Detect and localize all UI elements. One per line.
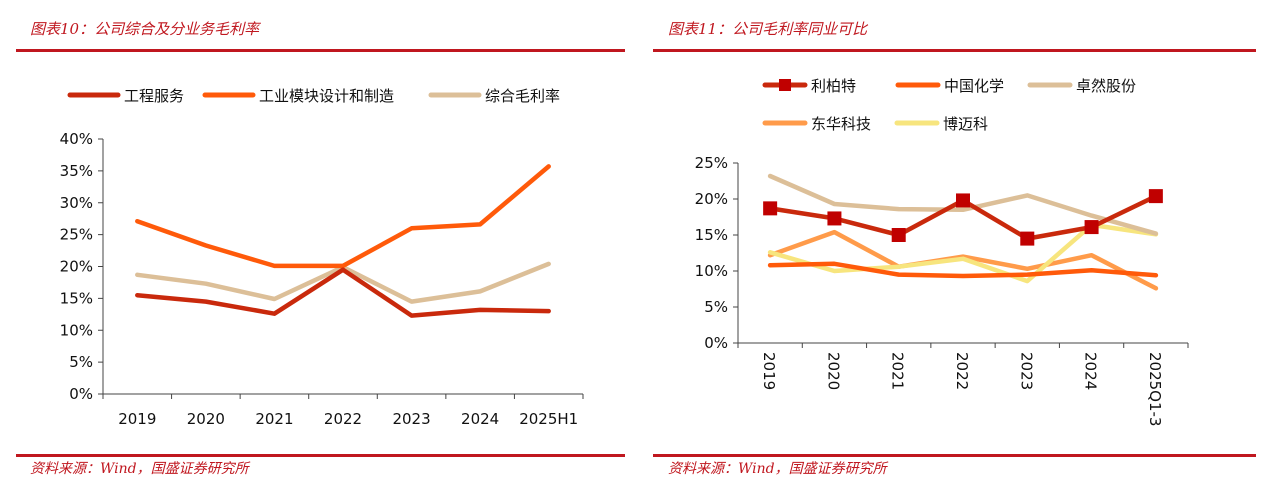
data-point-marker	[956, 193, 970, 208]
series-line-1	[767, 261, 1159, 279]
legend-label: 综合毛利率	[485, 87, 560, 105]
legend-label: 博迈科	[943, 115, 988, 133]
chart-10: 0% 5% 10% 15% 20% 25% 30% 35% 40% 2019 2020 2021 202…	[60, 87, 584, 428]
chart-11: 0% 5% 10% 15% 20% 25% 2019 2020 2021 2022 2023 2024…	[695, 77, 1189, 426]
x-tick-label: 2022	[953, 352, 971, 390]
chart-10-top-rule	[16, 49, 625, 52]
y-tick-label: 30%	[60, 194, 93, 212]
y-tick-label: 20%	[695, 190, 728, 208]
y-tick-label: 20%	[60, 258, 93, 276]
x-tick-label: 2024	[461, 410, 499, 428]
x-tick-label: 2023	[392, 410, 430, 428]
legend-marker	[779, 79, 791, 91]
chart-11-top-rule	[653, 49, 1256, 52]
x-tick-label: 2020	[824, 352, 842, 390]
series-line-0	[135, 267, 551, 318]
data-point-marker	[891, 228, 906, 242]
data-point-marker	[1084, 220, 1099, 235]
x-tick-label: 2025H1	[519, 410, 578, 428]
y-tick-label: 5%	[69, 353, 93, 371]
legend-label: 利柏特	[811, 77, 856, 95]
x-tick-label: 2021	[255, 410, 293, 428]
legend-label: 卓然股份	[1076, 77, 1136, 95]
y-tick-label: 40%	[60, 130, 93, 148]
chart-11-source: 资料来源：Wind，国盛证券研究所	[668, 461, 887, 477]
y-tick-label: 25%	[695, 154, 728, 172]
y-tick-label: 10%	[60, 321, 93, 339]
series-line-2	[767, 173, 1159, 236]
x-tick-label: 2021	[889, 352, 907, 390]
x-tick-label: 2020	[187, 410, 225, 428]
y-tick-label: 0%	[704, 334, 728, 352]
legend-label: 中国化学	[944, 77, 1004, 95]
data-point-marker	[1148, 189, 1163, 204]
data-point-marker	[763, 201, 778, 216]
data-point-marker	[827, 211, 842, 226]
x-tick-label: 2023	[1017, 352, 1035, 390]
y-tick-label: 35%	[60, 162, 93, 180]
x-tick-label: 2019	[118, 410, 156, 428]
x-tick-label: 2025Q1-3	[1146, 352, 1164, 426]
legend-label: 工程服务	[124, 87, 184, 105]
y-tick-label: 0%	[69, 385, 93, 403]
y-tick-label: 15%	[695, 226, 728, 244]
x-tick-label: 2019	[760, 352, 778, 390]
chart-11-bottom-rule	[653, 454, 1256, 457]
y-tick-label: 10%	[695, 262, 728, 280]
legend-label: 东华科技	[811, 115, 871, 133]
x-tick-label: 2024	[1082, 352, 1100, 390]
x-tick-label: 2022	[324, 410, 362, 428]
chart-10-title: 图表10：公司综合及分业务毛利率	[30, 20, 260, 38]
y-tick-label: 5%	[704, 298, 728, 316]
y-tick-label: 25%	[60, 226, 93, 244]
data-point-marker	[1020, 231, 1035, 246]
chart-10-source: 资料来源：Wind，国盛证券研究所	[30, 461, 249, 477]
chart-11-title: 图表11：公司毛利率同业可比	[668, 20, 868, 38]
chart-10-bottom-rule	[16, 454, 625, 457]
legend-label: 工业模块设计和制造	[259, 87, 394, 105]
y-tick-label: 15%	[60, 289, 93, 307]
series-line-1	[135, 164, 551, 269]
